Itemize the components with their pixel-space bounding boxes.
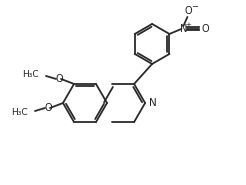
Text: N: N: [149, 98, 157, 108]
Text: O: O: [55, 74, 63, 84]
Text: O: O: [44, 103, 52, 113]
Text: N: N: [180, 24, 187, 34]
Text: O: O: [202, 24, 209, 34]
Text: +: +: [185, 22, 191, 28]
Text: O: O: [184, 6, 192, 16]
Text: H₃C: H₃C: [11, 107, 28, 117]
Text: H₃C: H₃C: [22, 70, 39, 79]
Text: −: −: [191, 2, 198, 11]
